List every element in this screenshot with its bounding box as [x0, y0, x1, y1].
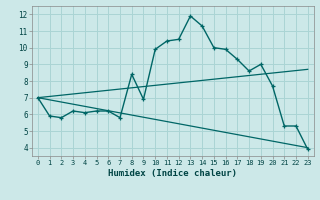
- X-axis label: Humidex (Indice chaleur): Humidex (Indice chaleur): [108, 169, 237, 178]
